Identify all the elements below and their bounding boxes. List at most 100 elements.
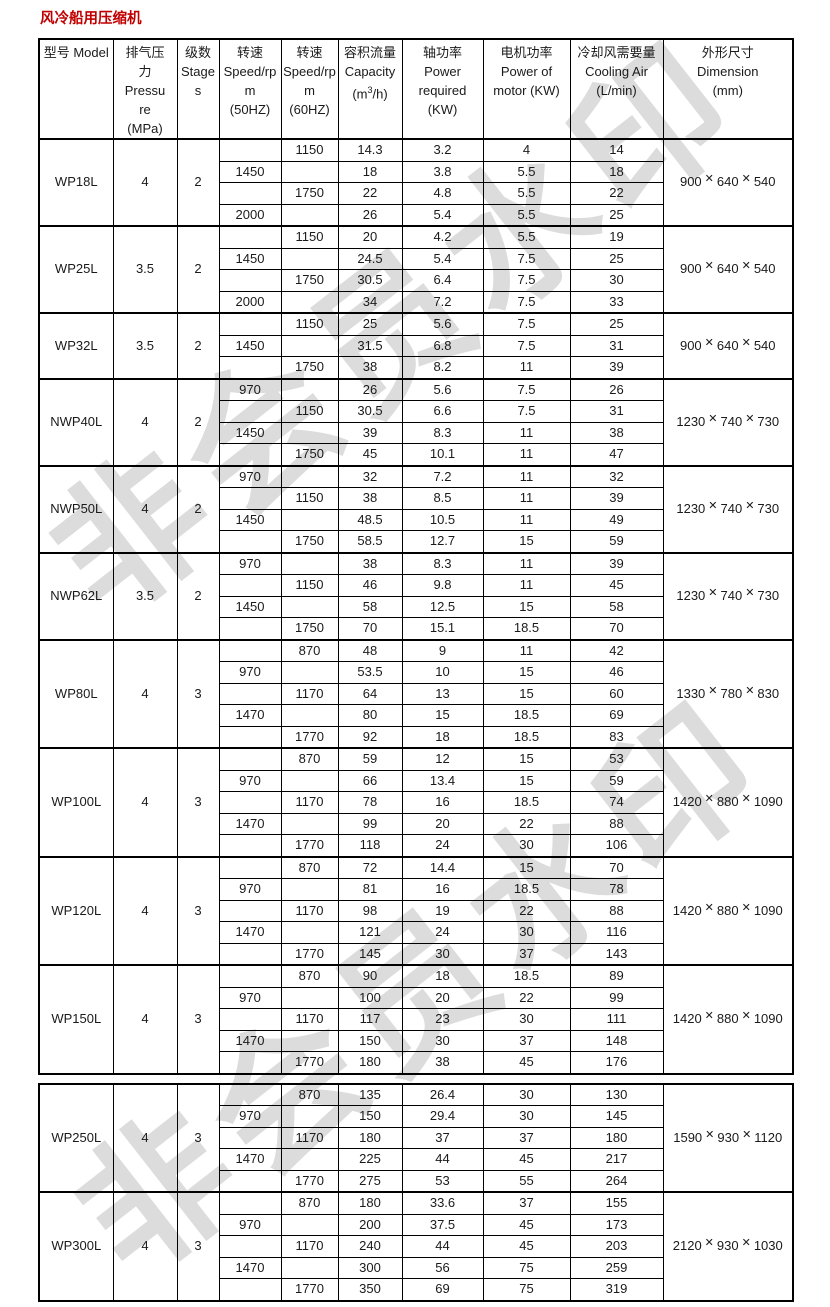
table-row: WP32L 3.5 2 1150 25 5.6 7.5 25 900 ✕ 640 ✕ 540 xyxy=(38,312,794,379)
cell-motor: 22 xyxy=(482,986,571,1009)
col-header-power: 轴功率 Power required (KW) xyxy=(401,38,484,140)
cell-motor: 22 xyxy=(482,812,571,835)
cell-power: 6.8 xyxy=(401,334,484,357)
cell-stages: 2 xyxy=(176,312,220,379)
cell-motor: 30 xyxy=(482,1082,571,1106)
table-row: 1450 31.5 6.8 7.5 31 xyxy=(39,334,793,357)
multiply-icon: ✕ xyxy=(741,1237,751,1249)
table-row: 1750 58.5 12.7 15 59 xyxy=(39,530,793,553)
cell-power: 15 xyxy=(401,704,484,727)
cell-motor: 30 xyxy=(482,921,571,944)
cell-cooling: 59 xyxy=(569,530,664,553)
cell-speed60 xyxy=(280,921,339,944)
cell-motor: 45 xyxy=(482,1148,571,1171)
cell-speed50 xyxy=(218,1235,282,1258)
cell-cooling: 38 xyxy=(569,421,664,444)
cell-capacity: 31.5 xyxy=(337,334,403,357)
cell-cooling: 39 xyxy=(569,551,664,575)
cell-speed60: 1170 xyxy=(280,1008,339,1031)
cell-power: 16 xyxy=(401,878,484,901)
cell-capacity: 39 xyxy=(337,421,403,444)
cell-cooling: 31 xyxy=(569,334,664,357)
cell-power: 30 xyxy=(401,1029,484,1052)
cell-power: 24 xyxy=(401,834,484,857)
multiply-icon: ✕ xyxy=(704,793,714,805)
cell-cooling: 173 xyxy=(569,1213,664,1236)
cell-speed50 xyxy=(218,574,282,597)
cell-speed60 xyxy=(280,160,339,183)
cell-power: 44 xyxy=(401,1235,484,1258)
cell-speed50 xyxy=(218,747,282,771)
cell-capacity: 92 xyxy=(337,725,403,749)
cell-power: 15.1 xyxy=(401,617,484,640)
table-row: 970 150 29.4 30 145 xyxy=(39,1105,793,1128)
cell-cooling: 39 xyxy=(569,487,664,510)
cell-power: 8.2 xyxy=(401,356,484,379)
cell-cooling: 31 xyxy=(569,400,664,423)
cell-speed60: 870 xyxy=(280,855,339,879)
cell-speed50 xyxy=(218,899,282,922)
cell-capacity: 180 xyxy=(337,1191,403,1215)
multiply-icon: ✕ xyxy=(742,1128,752,1141)
cell-speed50 xyxy=(218,942,282,966)
cell-speed50 xyxy=(218,182,282,205)
cell-speed60 xyxy=(280,421,339,444)
cell-dimension: 1230 ✕ 740 ✕ 730 xyxy=(662,551,794,640)
cell-speed60 xyxy=(280,508,339,531)
cell-capacity: 53.5 xyxy=(337,661,403,684)
cell-speed50: 2000 xyxy=(218,203,282,227)
cell-power: 53 xyxy=(401,1169,484,1193)
cell-motor: 15 xyxy=(482,661,571,684)
cell-cooling: 319 xyxy=(569,1278,664,1301)
cell-power: 5.6 xyxy=(401,377,484,401)
cell-motor: 18.5 xyxy=(482,617,571,640)
table-row: 1770 275 53 55 264 xyxy=(39,1169,793,1193)
cell-speed50 xyxy=(218,530,282,553)
cell-speed50: 970 xyxy=(218,878,282,901)
cell-speed60: 870 xyxy=(280,1191,339,1215)
cell-pressure: 4 xyxy=(112,1082,178,1193)
cell-power: 18 xyxy=(401,964,484,988)
cell-speed50 xyxy=(218,834,282,857)
cell-speed60: 1150 xyxy=(280,487,339,510)
table-row: WP25L 3.5 2 1150 20 4.2 5.5 19 900 ✕ 640 ✕ 540 xyxy=(38,225,794,314)
cell-power: 8.5 xyxy=(401,487,484,510)
multiply-icon: ✕ xyxy=(741,1010,751,1022)
cell-power: 56 xyxy=(401,1256,484,1279)
cell-power: 38 xyxy=(401,1051,484,1074)
table-area: 型号 Model 排气压力 Pressu re (MPa) 级数 Stage s 转速 Speed… xyxy=(38,38,794,1302)
cell-motor: 30 xyxy=(482,1105,571,1128)
cell-motor: 18.5 xyxy=(482,964,571,988)
cell-speed50 xyxy=(218,1082,282,1106)
table-row: 1170 180 37 37 180 xyxy=(39,1126,793,1149)
cell-speed60: 1150 xyxy=(280,225,339,249)
cell-cooling: 143 xyxy=(569,942,664,966)
cell-power: 6.4 xyxy=(401,269,484,292)
cell-power: 33.6 xyxy=(401,1191,484,1215)
cell-speed50 xyxy=(218,225,282,249)
cell-capacity: 30.5 xyxy=(337,269,403,292)
table-row: 1450 58 12.5 15 58 xyxy=(39,595,793,618)
col-header-dimension: 外形尺寸 Dimension (mm) xyxy=(662,38,794,140)
table-row: 1470 121 24 30 116 xyxy=(39,921,793,944)
cell-speed60: 1770 xyxy=(280,1278,339,1301)
cell-speed50: 970 xyxy=(218,551,282,575)
cell-motor: 15 xyxy=(482,595,571,618)
cell-model: WP120L xyxy=(38,855,114,966)
cell-speed50: 2000 xyxy=(218,290,282,314)
table-row: NWP50L 4 2 970 32 7.2 11 32 1230 ✕ 740 ✕ 730 xyxy=(38,464,794,553)
table-row: WP150L 4 3 870 90 18 18.5 89 1420 ✕ 880 ✕ 1090 xyxy=(38,964,794,1074)
cell-dimension: 900 ✕ 640 ✕ 540 xyxy=(662,312,794,379)
cell-cooling: 155 xyxy=(569,1191,664,1215)
multiply-icon: ✕ xyxy=(741,173,751,186)
cell-motor: 37 xyxy=(482,1029,571,1052)
cell-speed60: 1770 xyxy=(280,1051,339,1074)
cell-speed60: 1750 xyxy=(280,182,339,205)
cell-cooling: 116 xyxy=(569,921,664,944)
cell-speed60: 1170 xyxy=(280,682,339,705)
cell-cooling: 47 xyxy=(569,443,664,466)
cell-cooling: 148 xyxy=(569,1029,664,1052)
cell-cooling: 70 xyxy=(569,855,664,879)
cell-capacity: 100 xyxy=(337,986,403,1009)
table-row: 1750 45 10.1 11 47 xyxy=(39,443,793,466)
